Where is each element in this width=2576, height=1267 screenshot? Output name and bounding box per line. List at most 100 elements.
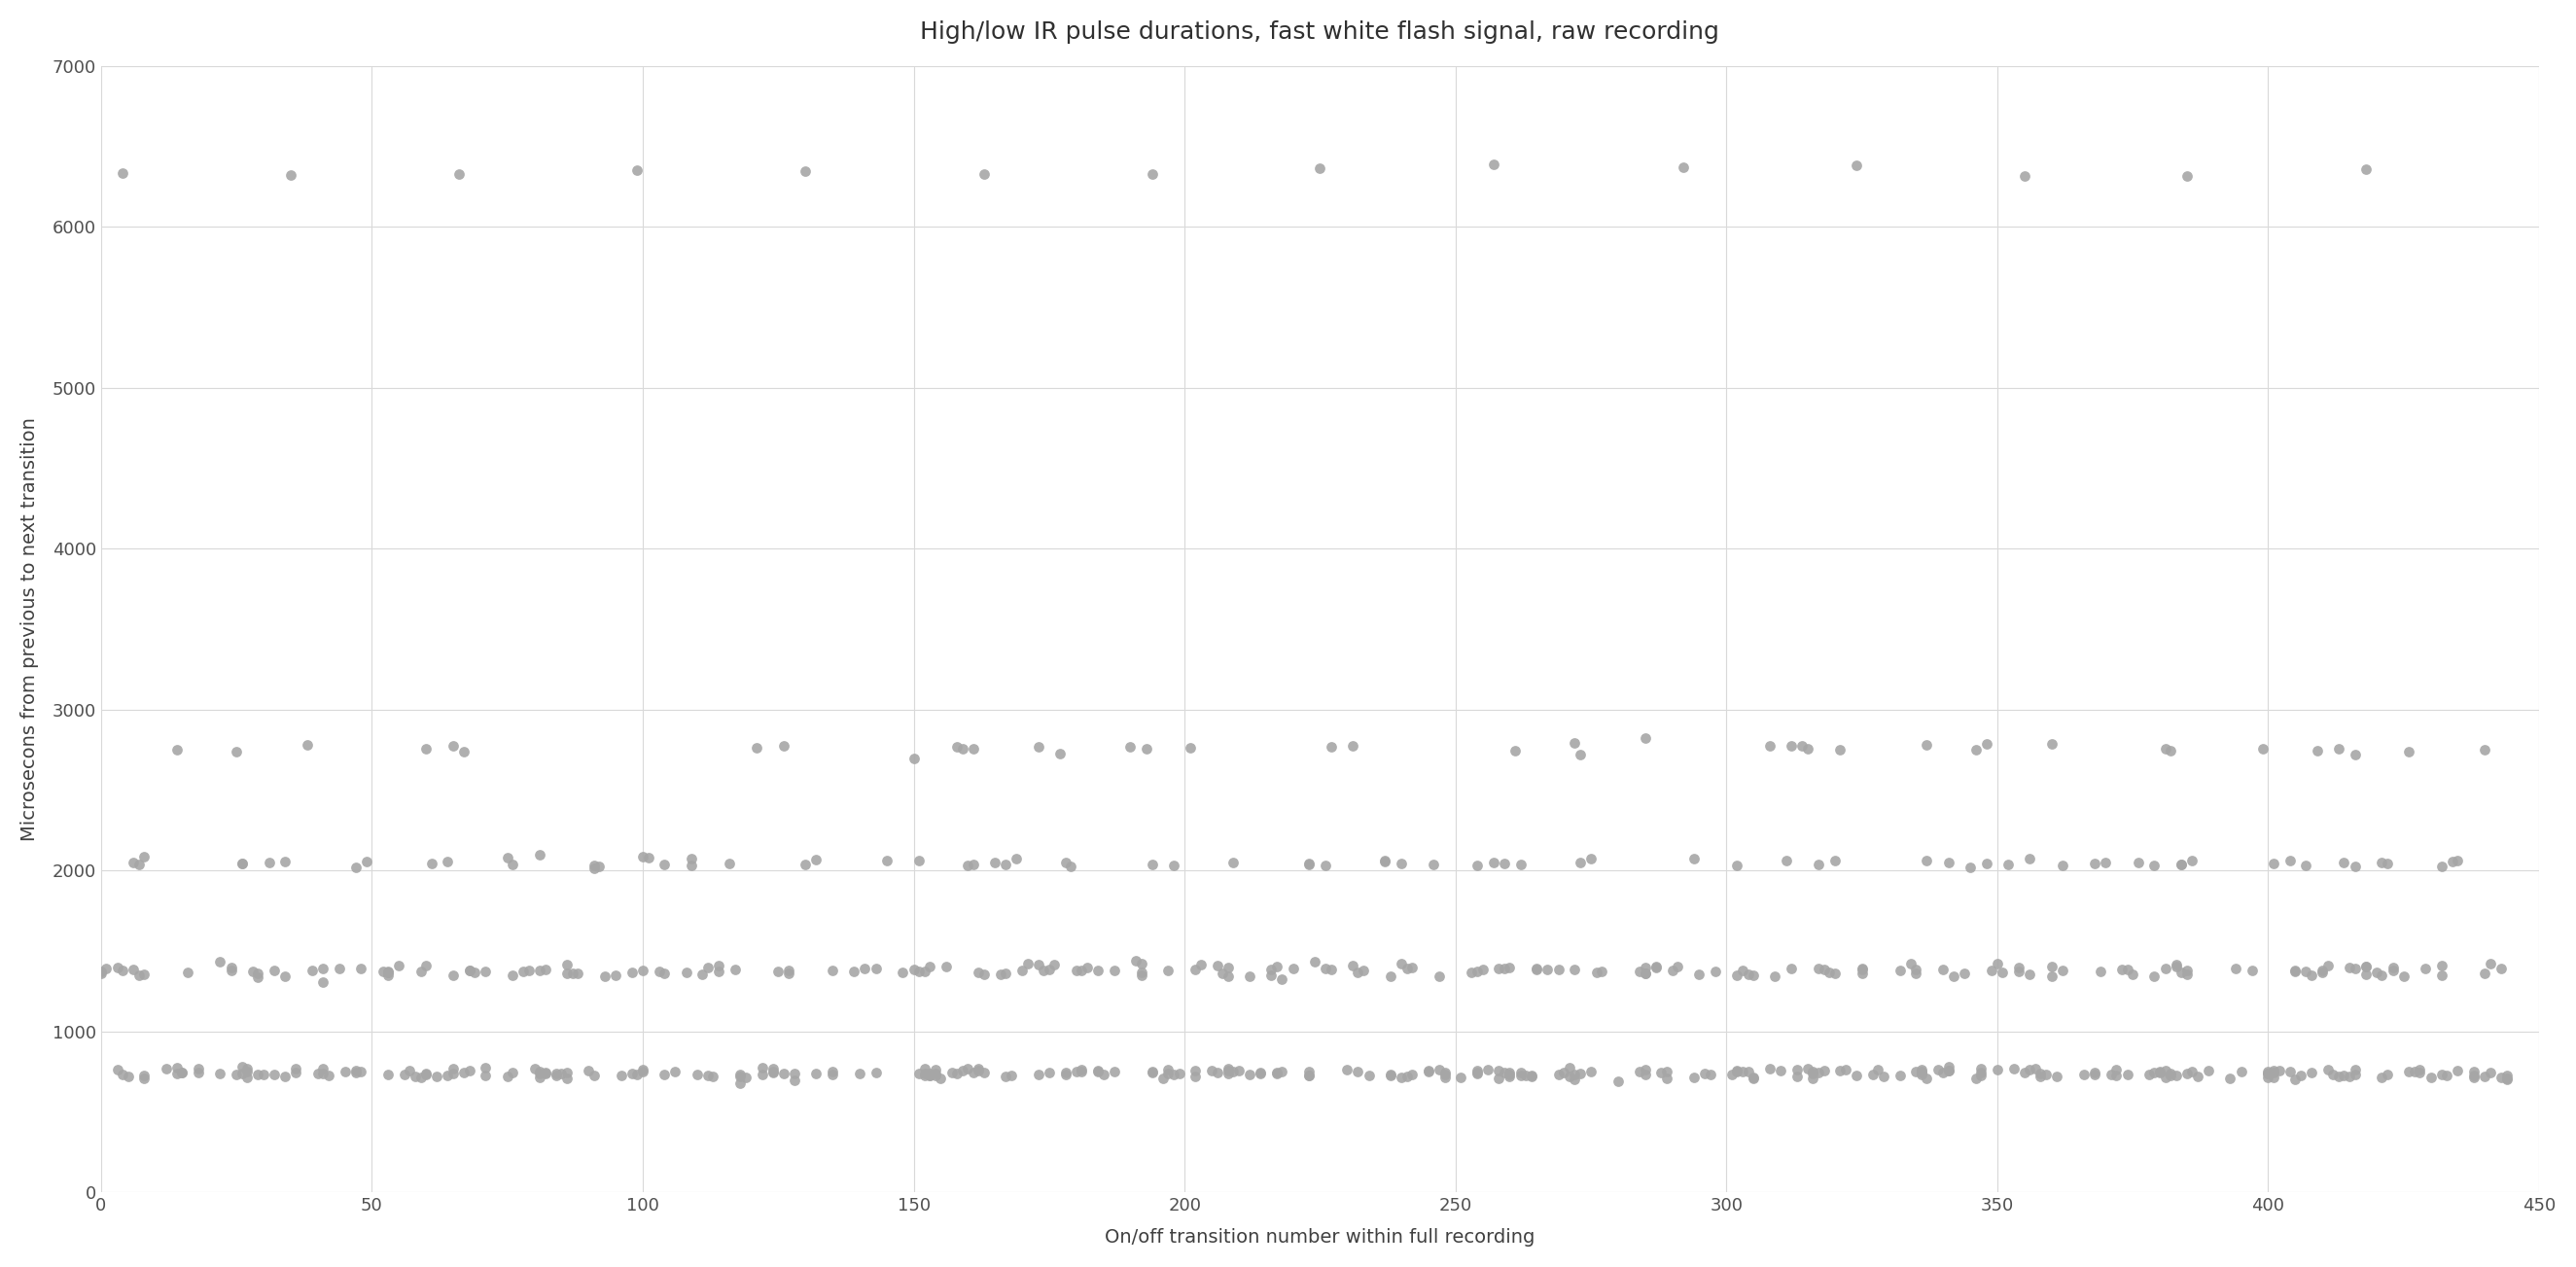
Point bbox=[1208, 1063, 1249, 1083]
Point bbox=[1391, 957, 1432, 977]
Point bbox=[2249, 1068, 2290, 1088]
Point bbox=[270, 165, 312, 185]
Point bbox=[1716, 855, 1757, 875]
Point bbox=[796, 1063, 837, 1083]
Point bbox=[492, 965, 533, 986]
Point bbox=[368, 1064, 410, 1085]
Point bbox=[2452, 1066, 2494, 1086]
Point bbox=[1571, 1062, 1613, 1082]
Point bbox=[899, 850, 940, 870]
Point bbox=[1337, 1062, 1378, 1082]
Point bbox=[1728, 964, 1770, 984]
Point bbox=[80, 963, 121, 983]
Point bbox=[1327, 1059, 1368, 1079]
Point bbox=[1734, 1067, 1775, 1087]
Point bbox=[1625, 1059, 1667, 1079]
Point bbox=[536, 1063, 577, 1083]
Point bbox=[335, 858, 376, 878]
Point bbox=[1381, 954, 1422, 974]
Point bbox=[2156, 957, 2197, 977]
Point bbox=[943, 739, 984, 759]
Point bbox=[2166, 960, 2208, 981]
Point bbox=[556, 964, 598, 984]
Point bbox=[513, 1058, 554, 1078]
Point bbox=[546, 954, 587, 974]
Point bbox=[719, 1073, 760, 1093]
Point bbox=[2004, 1063, 2045, 1083]
Point bbox=[417, 1066, 459, 1086]
Point bbox=[448, 960, 489, 981]
Point bbox=[1288, 1062, 1329, 1082]
Point bbox=[2329, 1066, 2370, 1086]
Point bbox=[2465, 1067, 2506, 1087]
Point bbox=[296, 1063, 337, 1083]
Point bbox=[368, 965, 410, 986]
Point bbox=[520, 960, 562, 981]
Point bbox=[1208, 965, 1249, 986]
Point bbox=[1553, 1069, 1595, 1090]
Point bbox=[881, 963, 922, 983]
Point bbox=[1061, 960, 1103, 981]
Point bbox=[1061, 1059, 1103, 1079]
Point bbox=[404, 739, 446, 759]
Point bbox=[335, 1060, 376, 1081]
Point bbox=[1927, 1060, 1968, 1081]
Point bbox=[930, 1063, 971, 1083]
Point bbox=[1662, 157, 1703, 177]
Point bbox=[1749, 1058, 1790, 1078]
Point bbox=[1716, 1060, 1757, 1081]
Point bbox=[708, 854, 750, 874]
Point bbox=[1306, 855, 1347, 875]
Point bbox=[541, 1063, 582, 1083]
Point bbox=[1553, 732, 1595, 753]
Point bbox=[255, 1064, 296, 1085]
Point bbox=[1674, 849, 1716, 869]
Point bbox=[319, 958, 361, 978]
Point bbox=[742, 1057, 783, 1077]
Point bbox=[2452, 1060, 2494, 1081]
Point bbox=[2004, 166, 2045, 186]
Point bbox=[2146, 1060, 2187, 1081]
Point bbox=[2102, 959, 2143, 979]
Point bbox=[909, 957, 951, 977]
Point bbox=[1571, 849, 1613, 869]
Point bbox=[335, 1063, 376, 1083]
Point bbox=[948, 1059, 989, 1079]
Point bbox=[2112, 964, 2154, 984]
Point bbox=[2097, 1066, 2138, 1086]
Point bbox=[2172, 850, 2213, 870]
Point bbox=[1499, 1062, 1540, 1082]
Point bbox=[623, 1059, 665, 1079]
Point bbox=[2030, 967, 2071, 987]
Point bbox=[291, 960, 332, 981]
Point bbox=[2452, 1068, 2494, 1088]
Point bbox=[2128, 1064, 2169, 1085]
Point bbox=[520, 1064, 562, 1085]
Point bbox=[1553, 959, 1595, 979]
Point bbox=[1517, 958, 1558, 978]
Point bbox=[492, 1062, 533, 1082]
Point bbox=[443, 1062, 484, 1082]
Point bbox=[2285, 855, 2326, 875]
Point bbox=[2486, 1066, 2527, 1086]
Point bbox=[1365, 850, 1406, 870]
Point bbox=[546, 1063, 587, 1083]
Point bbox=[1636, 957, 1677, 977]
Point bbox=[1208, 1059, 1249, 1079]
Point bbox=[1901, 1063, 1942, 1083]
Point bbox=[2074, 1064, 2115, 1085]
Point bbox=[2249, 1062, 2290, 1082]
Point bbox=[1680, 964, 1721, 984]
Point bbox=[1484, 959, 1525, 979]
Point bbox=[1878, 1066, 1919, 1086]
Point bbox=[1538, 959, 1579, 979]
Point bbox=[938, 737, 979, 758]
Point bbox=[2275, 1069, 2316, 1090]
Point bbox=[1759, 1060, 1801, 1081]
Point bbox=[623, 1062, 665, 1082]
Point bbox=[984, 854, 1025, 874]
Point bbox=[222, 1057, 263, 1077]
Point bbox=[600, 1066, 641, 1086]
Point bbox=[1473, 851, 1515, 872]
Point bbox=[2313, 1064, 2354, 1085]
